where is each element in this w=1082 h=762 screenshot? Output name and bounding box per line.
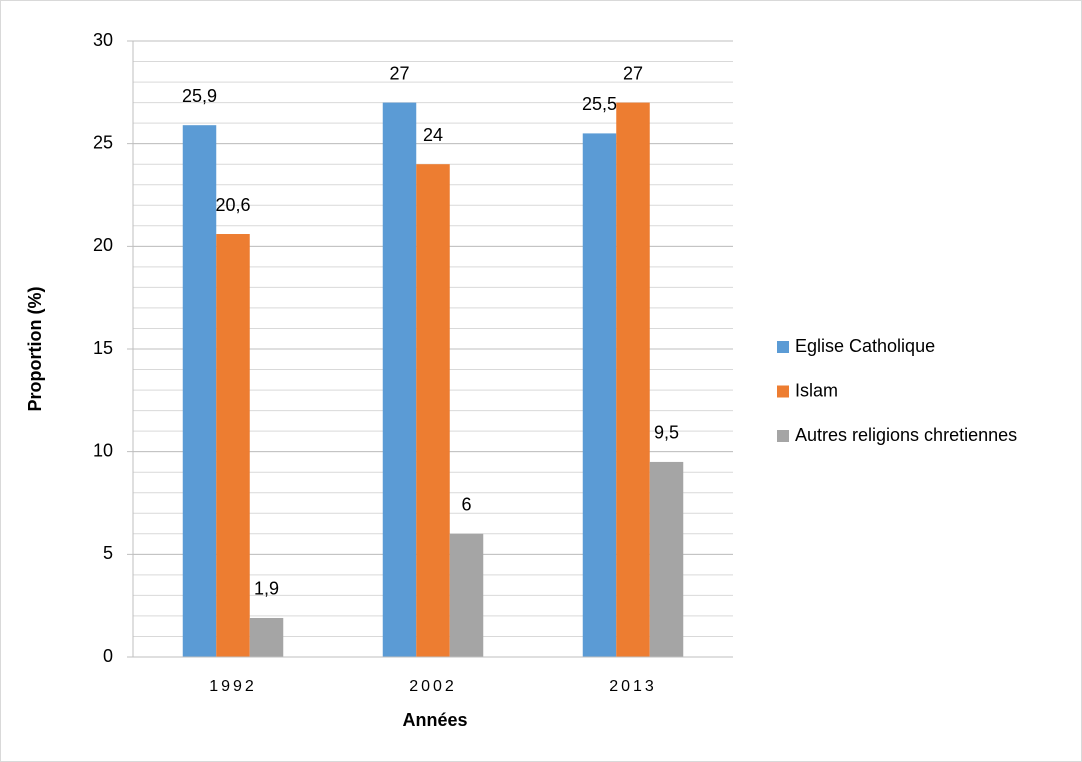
data-label: 9,5 [654, 423, 679, 443]
data-label: 25,5 [582, 94, 617, 114]
legend-swatch [777, 385, 789, 398]
y-tick-label: 25 [93, 132, 113, 152]
bar [416, 164, 450, 657]
bar [216, 234, 250, 657]
x-axis-title: Années [402, 710, 467, 730]
data-label: 25,9 [182, 86, 217, 106]
y-tick-label: 20 [93, 235, 113, 255]
legend-label: Islam [795, 380, 838, 400]
y-tick-label: 30 [93, 30, 113, 50]
bar [582, 133, 617, 657]
legend-label: Autres religions chretiennes [795, 425, 1017, 445]
y-axis-title: Proportion (%) [25, 287, 45, 412]
y-tick-label: 5 [103, 543, 113, 563]
data-label: 20,6 [215, 195, 250, 215]
y-tick-label: 10 [93, 440, 113, 460]
legend-swatch [777, 430, 789, 442]
data-label: 24 [423, 125, 443, 145]
bar [449, 533, 484, 657]
y-tick-label: 0 [103, 646, 113, 666]
y-tick-label: 15 [93, 338, 113, 358]
bar [649, 461, 684, 657]
data-label: 1,9 [254, 579, 279, 599]
bar [382, 102, 417, 658]
data-label: 6 [461, 495, 471, 515]
legend-label: Eglise Catholique [795, 336, 935, 356]
bar [249, 617, 284, 657]
bar [616, 102, 650, 658]
x-tick-label: 1992 [209, 678, 257, 695]
data-label: 27 [389, 63, 409, 83]
x-tick-label: 2002 [409, 678, 457, 695]
legend-swatch [777, 341, 789, 353]
bar [182, 125, 217, 658]
data-label: 27 [623, 63, 643, 83]
x-tick-label: 2013 [609, 678, 657, 695]
